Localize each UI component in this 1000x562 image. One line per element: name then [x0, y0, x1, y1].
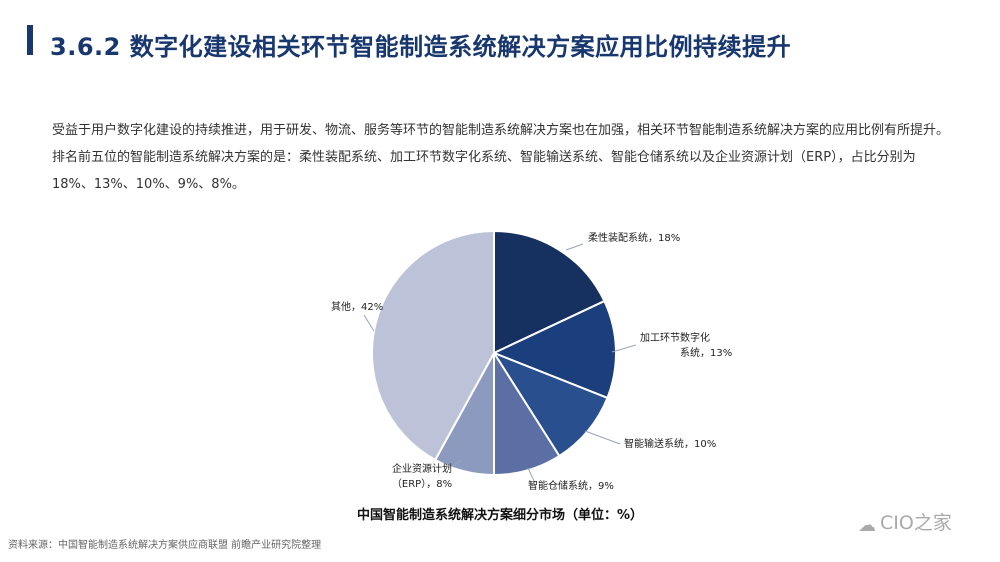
data-label-2: 加工环节数字化系统，13% [640, 331, 732, 359]
pie-labels: 柔性装配系统，18% 加工环节数字化系统，13% 智能输送系统，10% 智能仓储系统，… [331, 231, 732, 492]
data-label-3: 智能输送系统，10% [624, 437, 716, 450]
pie-slice-3 [491, 350, 609, 458]
title-accent-bar [27, 25, 33, 55]
leader-line-4 [527, 467, 536, 484]
chart-title: 中国智能制造系统解决方案细分市场（单位：%） [356, 508, 644, 523]
wechat-icon: ☁ [858, 515, 876, 536]
watermark-text: CIO之家 [880, 512, 952, 534]
leader-line-2 [611, 344, 637, 353]
pie-leader-lines [363, 243, 637, 484]
pie-slices [371, 229, 617, 477]
leader-line-6 [363, 314, 375, 332]
pie-slice-1 [493, 229, 606, 355]
source-note: 资料来源：中国智能制造系统解决方案供应商联盟 前瞻产业研究院整理 [8, 540, 322, 551]
pie-slice-2 [491, 299, 617, 400]
watermark: ☁ CIO之家 [858, 508, 952, 536]
data-label-1: 柔性装配系统，18% [588, 231, 680, 244]
intro-paragraph: 受益于用户数字化建设的持续推进，用于研发、物流、服务等环节的智能制造系统解决方案… [52, 123, 950, 192]
data-label-4: 智能仓储系统，9% [528, 479, 614, 492]
data-label-6: 其他，42% [331, 300, 383, 313]
leader-line-3 [584, 430, 621, 445]
page-title: 3.6.2 数字化建设相关环节智能制造系统解决方案应用比例持续提升 [50, 33, 792, 61]
data-label-5: 企业资源计划（ERP），8% [392, 462, 452, 490]
leader-line-5 [447, 459, 463, 469]
pie-slice-6 [371, 229, 495, 462]
leader-line-1 [565, 243, 584, 251]
